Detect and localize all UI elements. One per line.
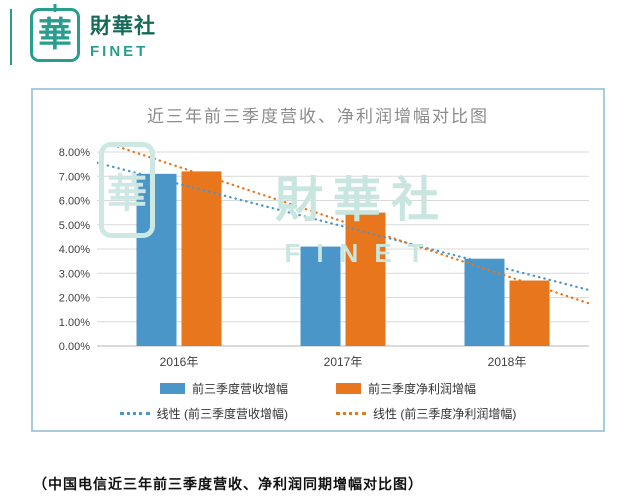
svg-text:7.00%: 7.00% (59, 171, 90, 183)
svg-text:0.00%: 0.00% (59, 341, 90, 353)
legend-item-profit: 前三季度净利润增幅 (336, 380, 476, 397)
legend-swatch-profit-trend (336, 412, 366, 415)
caption: （中国电信近三年前三季度营收、净利润同期增幅对比图） (33, 476, 423, 492)
svg-text:5.00%: 5.00% (59, 220, 90, 232)
bar-chart-plot: 0.00% 1.00% 2.00% 3.00% 4.00% 5.00% 6.00% 7.00%… (59, 144, 589, 369)
svg-text:2016年: 2016年 (160, 355, 199, 369)
plot-area: 0.00% 1.00% 2.00% 3.00% 4.00% 5.00% 6.00% 7.00%… (35, 134, 601, 374)
svg-text:2017年: 2017年 (324, 355, 363, 369)
legend-swatch-revenue (159, 383, 185, 394)
legend-item-revenue-trend: 线性 (前三季度营收增幅) (119, 405, 288, 422)
svg-text:3.00%: 3.00% (59, 268, 90, 280)
svg-text:4.00%: 4.00% (59, 244, 90, 256)
legend-swatch-profit (336, 383, 361, 394)
chart-title: 近三年前三季度营收、净利润增幅对比图 (147, 107, 489, 126)
chart-legend: 前三季度营收增幅 前三季度净利润增幅 线性 (前三季度营收增幅) 线性 (前三季… (33, 376, 603, 426)
seal-character: 華 (38, 16, 72, 54)
logo-name: 財華社 (90, 15, 156, 38)
chart-frame: 近三年前三季度营收、净利润增幅对比图 0.00% 1.00% 2.00% 3.00% 4… (31, 88, 605, 432)
legend-item-profit-trend: 线性 (前三季度净利润增幅) (336, 405, 516, 422)
legend-row-series: 前三季度营收增幅 前三季度净利润增幅 (33, 376, 603, 401)
legend-label-profit: 前三季度净利润增幅 (368, 382, 477, 396)
finet-seal-icon: 華 (30, 8, 80, 62)
svg-text:1.00%: 1.00% (59, 317, 90, 329)
logo-text: 財華社 FINET (90, 10, 156, 60)
logo-subname: FINET (90, 43, 149, 60)
logo-accent-line (10, 9, 12, 65)
svg-text:6.00%: 6.00% (59, 196, 90, 208)
legend-swatch-revenue-trend (119, 412, 150, 415)
svg-text:2.00%: 2.00% (59, 293, 90, 305)
svg-text:8.00%: 8.00% (59, 147, 90, 159)
legend-item-revenue: 前三季度营收增幅 (159, 380, 288, 397)
legend-label-revenue-trend: 线性 (前三季度营收增幅) (156, 407, 288, 421)
legend-label-revenue: 前三季度营收增幅 (191, 382, 288, 396)
finet-logo: 華 財華社 FINET (30, 8, 156, 62)
legend-row-trendlines: 线性 (前三季度营收增幅) 线性 (前三季度净利润增幅) (33, 401, 603, 426)
svg-text:2018年: 2018年 (488, 355, 527, 369)
legend-label-profit-trend: 线性 (前三季度净利润增幅) (373, 407, 517, 421)
